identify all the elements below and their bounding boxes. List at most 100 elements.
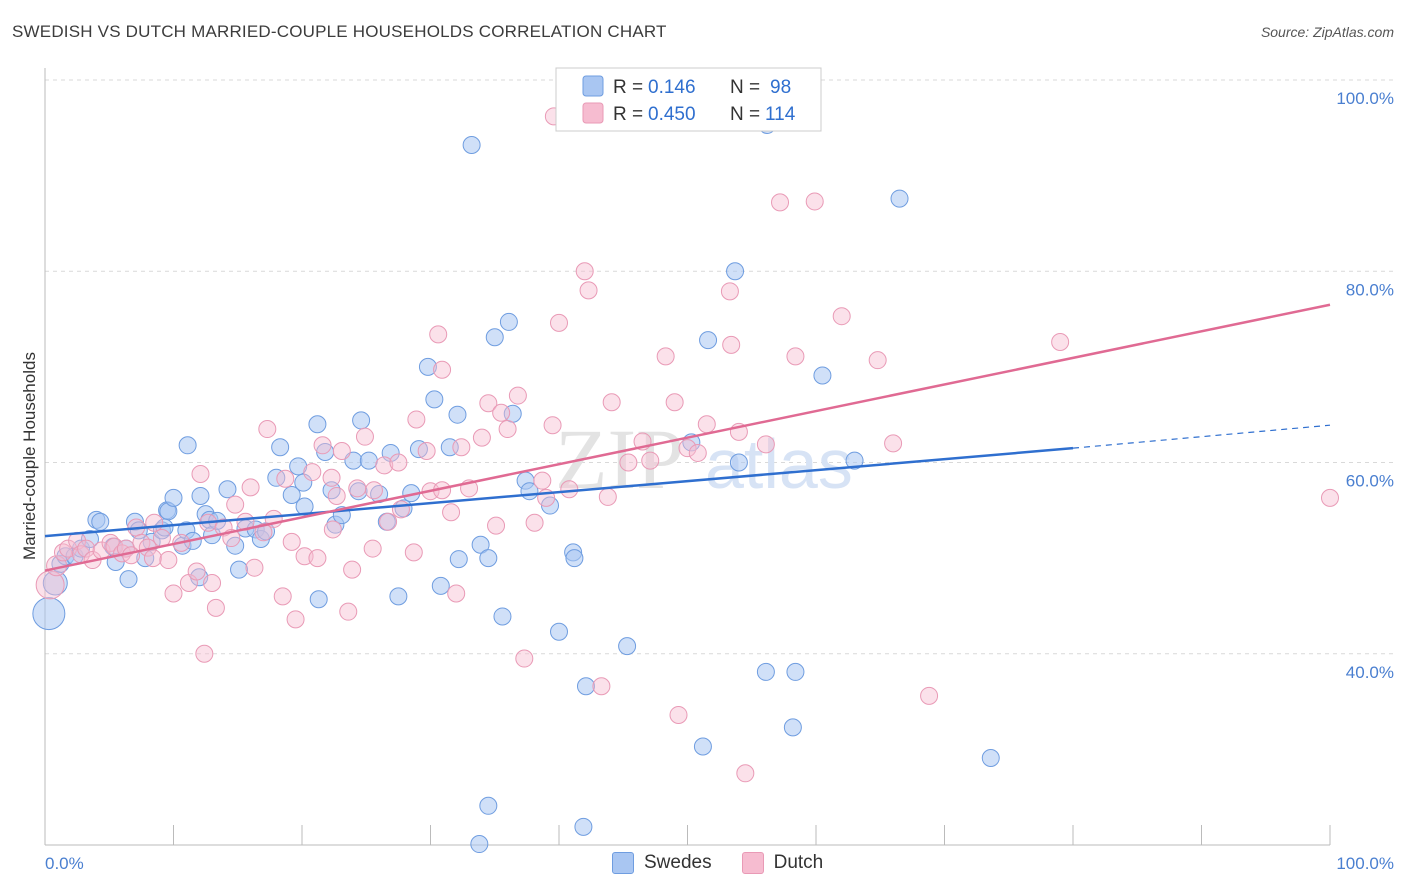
- legend-item-swedes[interactable]: Swedes: [612, 852, 712, 874]
- dutch-point-76: [508, 386, 527, 405]
- dutch-point-103: [771, 193, 790, 212]
- dutch-point-96: [688, 443, 707, 462]
- swedes-point-41: [282, 486, 301, 505]
- axes: [44, 68, 1331, 846]
- dutch-point-63: [417, 442, 436, 461]
- dutch-point-53: [348, 479, 367, 498]
- dutch-r-value: 0.450: [648, 104, 696, 125]
- swedes-point-89: [726, 262, 745, 281]
- dutch-point-51: [339, 602, 358, 621]
- dutch-n-label: N =: [730, 104, 760, 125]
- dutch-n-value: 114: [765, 104, 796, 125]
- dutch-trend-line: [44, 303, 1331, 572]
- dutch-point-93: [665, 393, 684, 412]
- dutch-point-89: [619, 453, 638, 472]
- swedes-point-21: [164, 488, 183, 507]
- dutch-point-34: [241, 478, 260, 497]
- swedes-point-99: [470, 835, 489, 854]
- swedes-swatch: [582, 75, 604, 97]
- swedes-point-73: [499, 312, 518, 331]
- swedes-point-92: [756, 662, 775, 681]
- dutch-point-45: [308, 549, 327, 568]
- swedes-point-39: [267, 468, 286, 487]
- dutch-point-106: [832, 307, 851, 326]
- swedes-point-68: [462, 136, 481, 155]
- dutch-point-40: [276, 469, 295, 488]
- swedes-point-52: [349, 482, 368, 501]
- swedes-point-40: [271, 438, 290, 457]
- swedes-point-66: [448, 405, 467, 424]
- dutch-point-54: [355, 427, 374, 446]
- dutch-point-91: [641, 451, 660, 470]
- dutch-point-81: [543, 416, 562, 435]
- swedes-point-46: [309, 590, 328, 609]
- swedes-point-81: [576, 677, 595, 696]
- x-tick-label-1: 100.0%: [1336, 854, 1394, 873]
- swedes-point-67: [449, 550, 468, 569]
- dutch-point-75: [498, 420, 517, 439]
- dutch-point-18: [145, 513, 164, 532]
- legend-item-dutch[interactable]: Dutch: [741, 852, 823, 874]
- y-axis-title: Married-couple Households: [20, 352, 39, 560]
- swedes-point-95: [813, 366, 832, 385]
- dutch-point-73: [487, 516, 506, 535]
- dutch-point-83: [560, 480, 579, 499]
- swedes-point-54: [359, 451, 378, 470]
- dutch-point-104: [786, 347, 805, 366]
- dutch-point-68: [447, 584, 466, 603]
- watermark-atlas: atlas: [705, 425, 853, 503]
- dutch-point-50: [332, 442, 351, 461]
- dutch-point-49: [323, 520, 342, 539]
- dutch-point-97: [697, 415, 716, 434]
- swedes-point-78: [550, 622, 568, 641]
- dutch-point-56: [363, 539, 382, 558]
- swedes-point-96: [845, 451, 864, 470]
- dutch-point-61: [404, 543, 423, 562]
- dutch-point-32: [226, 495, 245, 514]
- swedes-point-94: [786, 662, 805, 681]
- swedes-point-45: [308, 415, 327, 434]
- dutch-point-111: [1321, 488, 1339, 507]
- dutch-point-102: [756, 435, 775, 454]
- swedes-point-34: [230, 560, 249, 579]
- dutch-point-28: [203, 573, 222, 592]
- dutch-point-42: [286, 610, 305, 629]
- dutch-point-110: [1051, 333, 1070, 352]
- dutch-point-29: [206, 598, 225, 617]
- swedes-point-90: [729, 453, 748, 472]
- dutch-point-6: [77, 539, 96, 558]
- dutch-point-109: [920, 686, 939, 705]
- dutch-point-37: [258, 420, 277, 439]
- swedes-point-43: [294, 473, 313, 492]
- swedes-point-98: [981, 748, 1000, 767]
- dutch-point-39: [273, 587, 292, 606]
- dutch-point-84: [575, 262, 594, 281]
- y-tick-label-0: 100.0%: [1336, 89, 1394, 108]
- swedes-point-27: [191, 486, 210, 505]
- swedes-r-label: R =: [613, 77, 643, 98]
- stats-legend: R = 0.146 N = 98 R = 0.450 N = 114: [555, 67, 822, 132]
- tick-labels: 100.0% 80.0% 60.0% 40.0% 0.0% 100.0%: [45, 89, 1394, 873]
- swedes-point-84: [618, 637, 637, 656]
- swedes-r-value: 0.146: [648, 77, 696, 98]
- swedes-trend-extension: [1072, 424, 1331, 449]
- dutch-swatch: [582, 102, 604, 124]
- dutch-point-17: [143, 549, 162, 568]
- dutch-point-98: [722, 335, 741, 354]
- series-dutch-points: [35, 107, 1339, 783]
- swedes-point-82: [574, 817, 593, 836]
- source-label: Source: ZipAtlas.com: [1260, 24, 1394, 40]
- swedes-point-88: [699, 331, 718, 350]
- dutch-point-79: [533, 471, 552, 490]
- dutch-point-107: [868, 351, 887, 370]
- dutch-point-57: [375, 456, 394, 475]
- dutch-point-55: [364, 481, 383, 500]
- swedes-point-70: [479, 549, 498, 568]
- dutch-point-87: [598, 487, 617, 506]
- series-legend: Swedes Dutch: [612, 852, 823, 874]
- swedes-point-72: [493, 607, 512, 626]
- dutch-point-86: [592, 677, 611, 696]
- dutch-point-74: [492, 403, 511, 422]
- dutch-r-label: R =: [613, 104, 643, 125]
- swedes-point-64: [431, 576, 450, 595]
